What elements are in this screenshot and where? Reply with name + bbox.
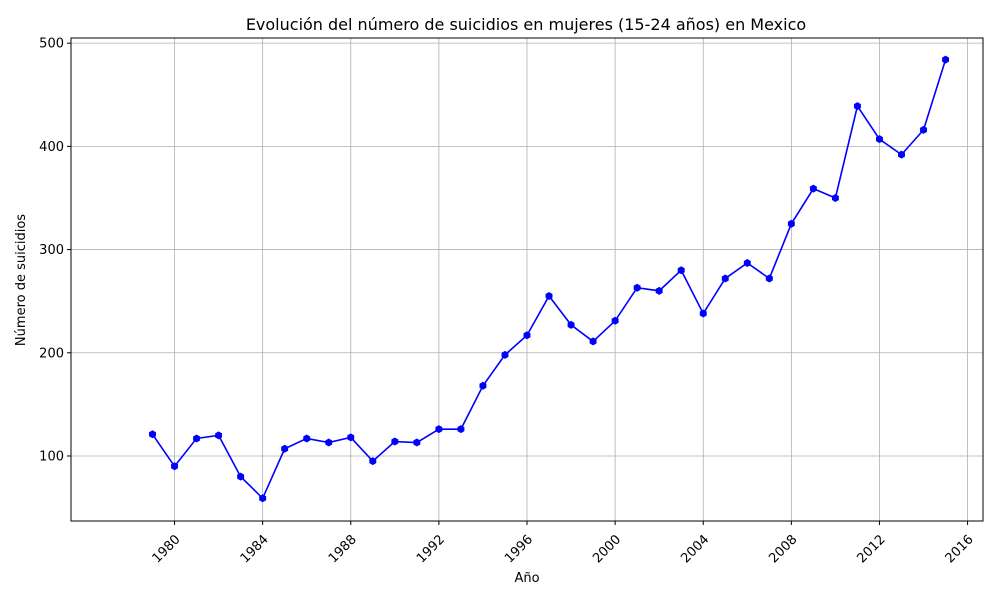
data-point bbox=[215, 431, 223, 440]
grid bbox=[71, 38, 983, 521]
x-tick-label: 2012 bbox=[855, 532, 889, 566]
data-point bbox=[259, 494, 267, 503]
data-point bbox=[303, 434, 311, 443]
data-point bbox=[545, 292, 553, 301]
data-point bbox=[391, 437, 399, 446]
series-line bbox=[151, 59, 947, 500]
data-point bbox=[193, 434, 201, 443]
data-point bbox=[633, 283, 641, 292]
x-tick-label: 1988 bbox=[326, 532, 360, 566]
data-point bbox=[721, 274, 729, 283]
y-axis-label: Número de suicidios bbox=[14, 214, 29, 346]
y-tick-label: 100 bbox=[39, 449, 64, 464]
data-point bbox=[501, 350, 509, 359]
data-point bbox=[347, 433, 355, 442]
data-point bbox=[237, 472, 245, 481]
data-point bbox=[655, 286, 663, 295]
chart-title: Evolución del número de suicidios en muj… bbox=[246, 15, 806, 34]
y-tick-label: 400 bbox=[39, 140, 64, 155]
y-axis: 100 200 300 400 500 bbox=[39, 37, 71, 464]
data-point bbox=[149, 430, 156, 439]
data-point bbox=[611, 316, 619, 325]
y-tick-label: 300 bbox=[39, 243, 64, 258]
data-point bbox=[567, 320, 575, 329]
x-tick-label: 1984 bbox=[238, 532, 272, 566]
data-point bbox=[920, 125, 927, 134]
x-tick-label: 1996 bbox=[502, 532, 536, 566]
data-point bbox=[523, 331, 531, 340]
data-point bbox=[942, 55, 950, 64]
data-point bbox=[369, 457, 377, 466]
x-tick-label: 2004 bbox=[678, 532, 712, 566]
data-point bbox=[325, 438, 333, 447]
data-point bbox=[876, 135, 883, 144]
x-axis: 1980 1984 1988 1992 1996 2000 2004 2008 2012 2016 bbox=[150, 521, 977, 566]
x-tick-label: 1980 bbox=[150, 532, 184, 566]
data-point bbox=[787, 219, 795, 228]
data-point bbox=[457, 425, 465, 434]
x-axis-label: Año bbox=[514, 571, 539, 586]
x-tick-label: 2008 bbox=[766, 532, 800, 566]
x-tick-label: 1992 bbox=[414, 532, 448, 566]
data-point bbox=[765, 274, 773, 283]
data-point bbox=[589, 337, 597, 346]
data-point bbox=[171, 462, 178, 471]
data-point bbox=[479, 381, 487, 390]
data-point bbox=[743, 258, 751, 267]
series-layer bbox=[149, 55, 950, 503]
data-point bbox=[699, 309, 707, 318]
data-point bbox=[831, 193, 839, 202]
data-point bbox=[677, 266, 685, 275]
data-point bbox=[435, 425, 443, 434]
data-point bbox=[809, 184, 817, 193]
x-tick-label: 2016 bbox=[943, 532, 977, 566]
x-tick-label: 2000 bbox=[590, 532, 624, 566]
y-tick-label: 500 bbox=[39, 37, 64, 52]
data-point bbox=[853, 102, 861, 111]
y-tick-label: 200 bbox=[39, 346, 64, 361]
data-point bbox=[413, 438, 421, 447]
data-point bbox=[898, 150, 905, 159]
data-point bbox=[281, 444, 289, 453]
